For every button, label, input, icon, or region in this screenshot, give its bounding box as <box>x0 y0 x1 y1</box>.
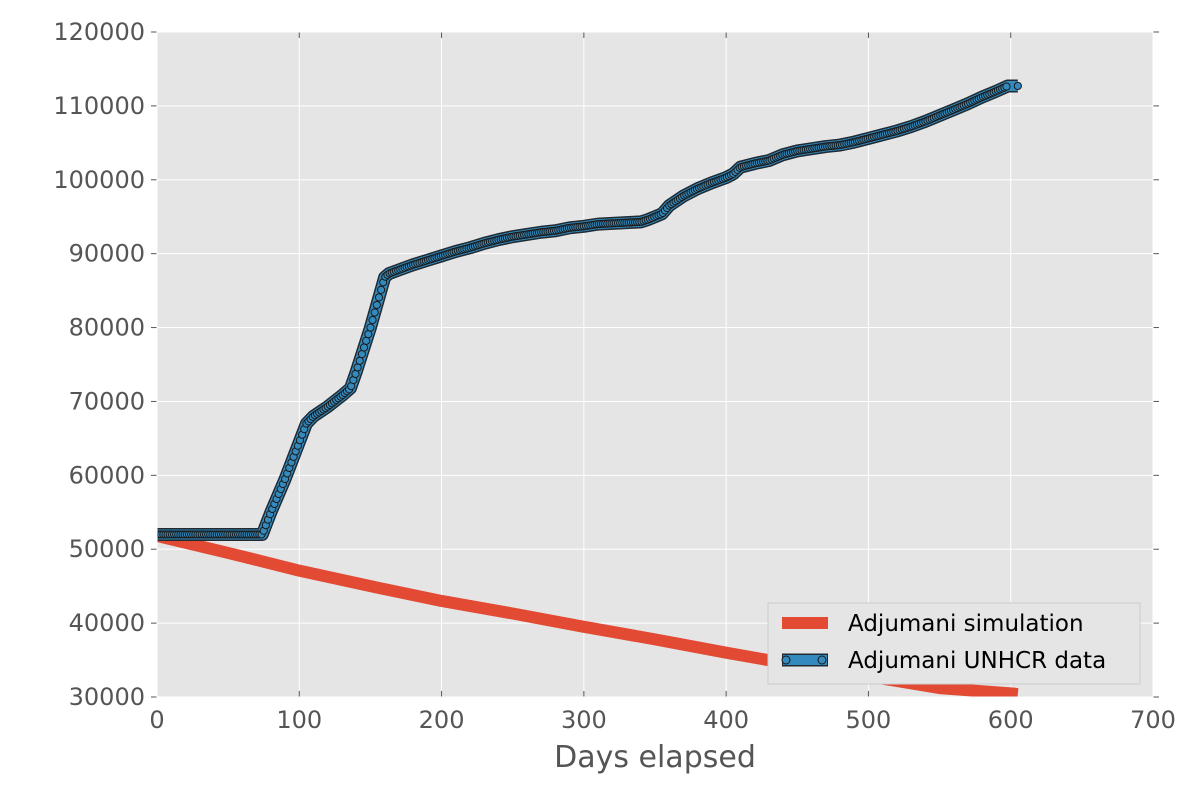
data-point <box>377 285 386 294</box>
y-tick-label: 80000 <box>69 314 145 342</box>
plot-border <box>156 31 1154 698</box>
legend-marker-unhcr <box>781 655 791 665</box>
y-tick-label: 50000 <box>69 535 145 563</box>
legend-marker-unhcr <box>817 655 827 665</box>
data-point <box>1002 82 1011 91</box>
x-tick-label: 300 <box>561 706 607 734</box>
y-tick-label: 30000 <box>69 683 145 711</box>
data-point <box>364 330 373 339</box>
y-tick-label: 100000 <box>53 166 145 194</box>
series-line-simulation <box>157 530 1019 697</box>
y-tick-label: 90000 <box>69 240 145 268</box>
data-point <box>370 308 379 317</box>
series-layer <box>157 79 1022 697</box>
x-tick-labels: 0 100 200 300 400 500 600 700 <box>149 706 1176 734</box>
y-tick-label: 110000 <box>53 92 145 120</box>
data-point <box>368 315 377 325</box>
y-tick-labels: 30000 40000 50000 60000 70000 80000 90000 10000… <box>53 18 145 711</box>
legend: Adjumani simulation Adjumani UNHCR data <box>767 602 1141 685</box>
x-tick-label: 400 <box>703 706 749 734</box>
data-point <box>1013 81 1022 91</box>
data-point <box>362 336 371 345</box>
data-point <box>359 343 369 352</box>
y-tick-label: 70000 <box>69 387 145 415</box>
y-tick-label: 40000 <box>69 609 145 637</box>
data-point <box>353 363 362 372</box>
y-tick-label: 120000 <box>53 18 145 46</box>
x-tick-label: 100 <box>276 706 322 734</box>
data-point <box>357 350 366 359</box>
x-tick-label: 500 <box>846 706 892 734</box>
legend-label-unhcr: Adjumani UNHCR data <box>848 648 1106 674</box>
x-axis-title: Days elapsed <box>554 740 756 775</box>
legend-label-simulation: Adjumani simulation <box>848 611 1084 637</box>
y-tick-label: 60000 <box>69 461 145 489</box>
x-tick-label: 200 <box>419 706 465 734</box>
data-point <box>366 323 375 332</box>
data-point <box>372 300 381 310</box>
plot-area <box>157 32 1153 697</box>
x-tick-label: 0 <box>149 706 164 734</box>
data-point <box>355 356 364 365</box>
x-tick-label: 700 <box>1130 706 1176 734</box>
x-tick-label: 600 <box>988 706 1034 734</box>
legend-box <box>767 602 1141 685</box>
data-point <box>374 293 384 302</box>
